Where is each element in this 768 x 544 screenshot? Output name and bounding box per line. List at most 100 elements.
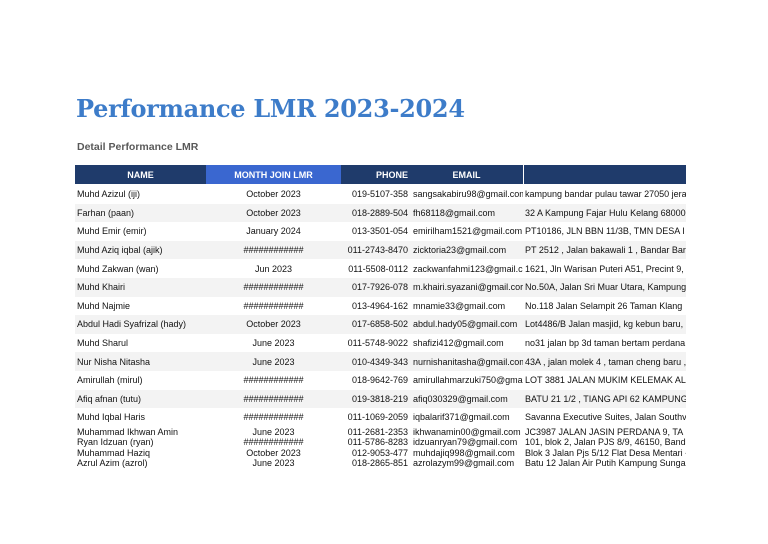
table-cell: ############ xyxy=(243,437,304,448)
table-cell: 101, blok 2, Jalan PJS 8/9, 46150, Band xyxy=(525,437,686,448)
table-row: Muhd Emir (emir) January 2024 013-3501-054… xyxy=(75,222,686,241)
title: Performance LMR 2023-2024 xyxy=(76,94,465,123)
table-cell: June 2023 xyxy=(252,356,295,367)
table-cell: October 2023 xyxy=(246,447,301,458)
table-row: Muhd Khairi ############ 017-7926-078 m.kha… xyxy=(75,278,686,297)
table-cell: ############ xyxy=(243,412,304,423)
table-cell: azrolazym99@gmail.com xyxy=(413,457,515,468)
table-cell: No.118 Jalan Selampit 26 Taman Klang xyxy=(525,300,683,311)
table-cell: zicktoria23@gmail.com xyxy=(413,245,507,256)
table-cell: 011-2681-2353 xyxy=(347,426,408,437)
table-cell: 011-2743-8470 xyxy=(347,245,408,256)
table-cell: Savanna Executive Suites, Jalan Southv xyxy=(525,412,686,423)
table-cell: 011-5508-0112 xyxy=(348,263,408,274)
table-row: Muhd Azizul (iji) October 2023 019-5107-35… xyxy=(75,185,686,204)
table-cell: Lot4486/B Jalan masjid, kg kebun baru, xyxy=(525,319,684,330)
table-cell: June 2023 xyxy=(252,338,295,349)
table-cell: Azrul Azim (azrol) xyxy=(77,457,148,468)
table-cell: Muhd Emir (emir) xyxy=(77,226,147,237)
table-cell: no31 jalan bp 3d taman bertam perdana xyxy=(525,338,686,349)
table-cell: ############ xyxy=(243,375,304,386)
table-cell: 013-4964-162 xyxy=(351,300,408,311)
table-cell: Muhd Aziq iqbal (ajik) xyxy=(77,245,163,256)
table-cell: 011-5786-8283 xyxy=(347,437,408,448)
table-cell: October 2023 xyxy=(246,189,301,200)
table-cell: m.khairi.syazani@gmail.cor xyxy=(413,282,523,293)
table-row: Amirullah (mirul) ############ 018-9642-76… xyxy=(75,371,686,390)
table-cell: Muhd Azizul (iji) xyxy=(77,189,141,200)
table-row: Farhan (paan) October 2023 018-2889-504 fh6… xyxy=(75,203,686,223)
table-cell: idzuanryan79@gmail.com xyxy=(413,437,518,448)
table-row: Muhd Najmie ############ 013-4964-162 mnami… xyxy=(75,297,686,316)
header-cell: NAME xyxy=(127,169,154,180)
header-cell xyxy=(523,165,686,184)
table-row: Muhammad Haziq October 2023 012-9053-477 mu… xyxy=(75,447,686,458)
table-cell: January 2024 xyxy=(246,226,301,237)
table-cell: kampung bandar pulau tawar 27050 jera xyxy=(525,189,686,200)
subtitle: Detail Performance LMR xyxy=(77,141,199,153)
table-row: Abdul Hadi Syafrizal (hady) October 2023 0… xyxy=(75,315,686,334)
table-cell: Nur Nisha Nitasha xyxy=(77,356,151,367)
table-cell: Muhammad Haziq xyxy=(77,447,151,458)
table-cell: 019-5107-358 xyxy=(351,189,408,200)
table-cell: 017-7926-078 xyxy=(351,282,408,293)
table-cell: June 2023 xyxy=(252,457,295,468)
table-cell: 010-4349-343 xyxy=(351,356,408,367)
table-cell: Muhammad Ikhwan Amin xyxy=(77,426,179,437)
table-cell: 1621, Jln Warisan Puteri A51, Precint 9, xyxy=(525,263,684,274)
table-cell: Batu 12 Jalan Air Putih Kampung Sunga xyxy=(525,457,686,468)
table-row: Nur Nisha Nitasha June 2023 010-4349-343 nu… xyxy=(75,352,686,371)
table-row: Azrul Azim (azrol) June 2023 018-2865-851 a… xyxy=(75,458,686,468)
table-cell: nurnishanitasha@gmail.com xyxy=(413,356,523,367)
table-cell: 012-9053-477 xyxy=(351,447,408,458)
table-cell: mnamie33@gmail.com xyxy=(413,300,506,311)
table-cell: Muhd Sharul xyxy=(77,338,129,349)
table-cell: 43A , jalan molek 4 , taman cheng baru , xyxy=(525,356,686,367)
table-cell: 018-2865-851 xyxy=(351,457,408,468)
table-cell: sangsakabiru98@gmail.com xyxy=(413,189,523,200)
header-cell: MONTH JOIN LMR xyxy=(206,165,341,184)
table-cell: 018-2889-504 xyxy=(351,207,408,218)
table-cell: ikhwanamin00@gmail.com xyxy=(413,426,521,437)
table-cell: abdul.hady05@gmail.com xyxy=(413,319,518,330)
table-cell: 018-9642-769 xyxy=(351,375,408,386)
table-cell: Afiq afnan (tutu) xyxy=(77,393,142,404)
header-row: NAME MONTH JOIN LMR PHONE EMAIL xyxy=(75,165,686,184)
table-cell: fh68118@gmail.com xyxy=(413,207,496,218)
table-cell: Jun 2023 xyxy=(254,263,293,274)
table-cell: 013-3501-054 xyxy=(351,226,408,237)
table-cell: June 2023 xyxy=(252,426,295,437)
table-cell: Muhd Khairi xyxy=(77,282,126,293)
table-row: Muhd Iqbal Haris ############ 011-1069-205… xyxy=(75,408,686,427)
table-cell: BATU 21 1/2 , TIANG API 62 KAMPUNG xyxy=(525,393,686,404)
table-cell: Muhd Najmie xyxy=(77,300,131,311)
table-cell: PT10186, JLN BBN 11/3B, TMN DESA I xyxy=(525,226,685,237)
table-cell: Muhd Iqbal Haris xyxy=(77,412,146,423)
table-cell: muhdajiq998@gmail.com xyxy=(413,447,515,458)
table-cell: 011-5748-9022 xyxy=(347,338,408,349)
table-cell: October 2023 xyxy=(246,207,301,218)
table-cell: Abdul Hadi Syafrizal (hady) xyxy=(77,319,187,330)
table-cell: Muhd Zakwan (wan) xyxy=(77,263,159,274)
table-cell: shafizi412@gmail.com xyxy=(413,338,504,349)
table-cell: JC3987 JALAN JASIN PERDANA 9, TA xyxy=(525,426,684,437)
table-cell: Farhan (paan) xyxy=(77,207,135,218)
table-cell: ############ xyxy=(243,282,304,293)
table-cell: emirilham1521@gmail.com xyxy=(413,226,523,237)
table-row: Afiq afnan (tutu) ############ 019-3818-21… xyxy=(75,389,686,409)
table-cell: LOT 3881 JALAN MUKIM KELEMAK AL xyxy=(525,375,686,386)
table-row: Muhd Aziq iqbal (ajik) ############ 011-27… xyxy=(75,240,686,260)
table-cell: afiq030329@gmail.com xyxy=(413,393,508,404)
table-row: Muhd Sharul June 2023 011-5748-9022 shafizi… xyxy=(75,334,686,353)
table-cell: 011-1069-2059 xyxy=(347,412,408,423)
table-cell: Ryan Idzuan (ryan) xyxy=(77,437,154,448)
table-cell: 017-6858-502 xyxy=(351,319,408,330)
table-cell: Amirullah (mirul) xyxy=(77,375,143,386)
table-row: Muhd Zakwan (wan) Jun 2023 011-5508-0112 za… xyxy=(75,259,686,278)
header-cell: EMAIL xyxy=(452,169,481,180)
table-cell: ############ xyxy=(243,393,304,404)
table-cell: 32 A Kampung Fajar Hulu Kelang 68000 xyxy=(525,207,686,218)
table-cell: No.50A, Jalan Sri Muar Utara, Kampung xyxy=(525,282,686,293)
header-cell: PHONE xyxy=(375,169,408,180)
